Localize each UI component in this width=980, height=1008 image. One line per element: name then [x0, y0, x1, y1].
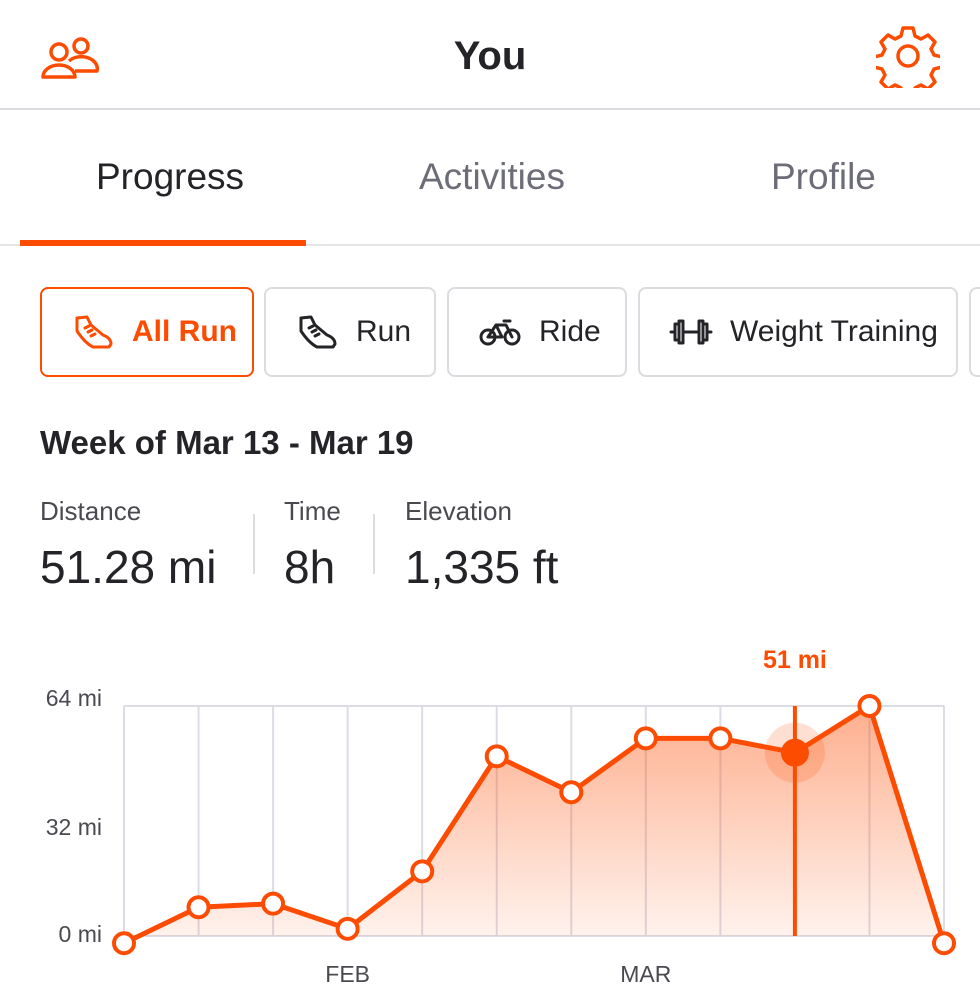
filter-label: Weight Training: [730, 315, 938, 348]
chart-point[interactable]: [559, 780, 584, 805]
distance-value: 51.28 mi: [40, 541, 217, 593]
filter-label: Ride: [539, 315, 601, 348]
dumbbell-icon: [668, 312, 714, 352]
chart-point[interactable]: [932, 931, 956, 956]
settings-button[interactable]: [876, 24, 940, 88]
active-tab-indicator: [20, 240, 306, 246]
chart-area-fill: [124, 706, 944, 944]
elevation-value: 1,335 ft: [405, 541, 559, 593]
y-tick-label: 0 mi: [59, 921, 102, 947]
y-tick-label: 32 mi: [46, 814, 102, 840]
tab-bar: Progress Activities Profile: [0, 112, 980, 246]
chart-point[interactable]: [633, 726, 658, 751]
elevation-label: Elevation: [405, 496, 512, 526]
week-title: Week of Mar 13 - Mar 19: [40, 424, 414, 461]
filter-ride[interactable]: Ride: [447, 287, 627, 377]
friends-icon: [41, 37, 100, 79]
tab-activities[interactable]: Activities: [419, 156, 565, 197]
shoe-icon: [70, 312, 116, 352]
chart-point[interactable]: [186, 895, 211, 920]
chart-point[interactable]: [112, 931, 136, 956]
page-title: You: [453, 34, 527, 78]
chart-line: [122, 703, 947, 946]
chart-point[interactable]: [484, 744, 509, 769]
chart-point[interactable]: [857, 694, 882, 718]
x-tick-label: FEB: [325, 961, 370, 987]
shoe-icon: [294, 312, 340, 352]
time-label: Time: [284, 496, 341, 526]
selected-week-value: 51 mi: [763, 646, 827, 674]
filter-weight-training[interactable]: Weight Training: [638, 287, 958, 377]
distance-label: Distance: [40, 496, 142, 526]
stat-divider: [253, 514, 255, 574]
friends-button[interactable]: [38, 28, 102, 92]
x-tick-label: MAR: [620, 961, 671, 987]
tab-profile[interactable]: Profile: [771, 156, 876, 197]
weekly-distance-chart[interactable]: 64 mi 32 mi 0 mi FEB MAR 51 mi: [0, 640, 980, 1008]
chart-point-selected[interactable]: [780, 738, 809, 767]
stat-divider: [373, 514, 375, 574]
chart-point[interactable]: [261, 891, 286, 916]
chart-point[interactable]: [335, 916, 360, 941]
y-tick-label: 64 mi: [46, 685, 102, 711]
filter-run[interactable]: Run: [264, 287, 436, 377]
tab-progress[interactable]: Progress: [96, 156, 245, 197]
filter-label: All Run: [132, 315, 237, 348]
bike-icon: [477, 312, 523, 352]
filter-all-run[interactable]: All Run: [40, 287, 254, 377]
gear-icon: [876, 26, 940, 88]
time-value: 8h: [284, 541, 336, 593]
top-bar: You: [0, 0, 980, 110]
filter-more-partial[interactable]: [969, 287, 980, 377]
filter-label: Run: [356, 315, 412, 348]
chart-point[interactable]: [410, 859, 435, 884]
chart-point[interactable]: [708, 726, 733, 751]
